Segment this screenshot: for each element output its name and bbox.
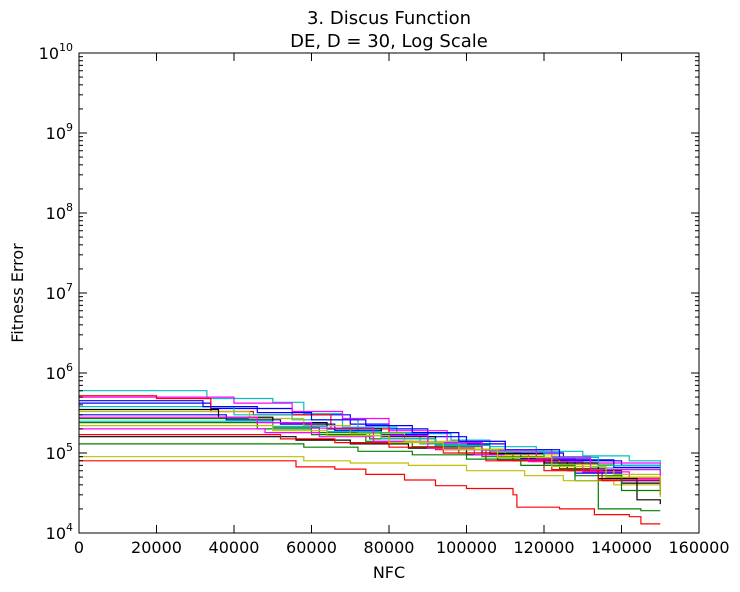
y-tick-label: 109 xyxy=(46,121,73,143)
series-line-1 xyxy=(79,390,661,463)
y-tick-label: 1010 xyxy=(39,41,73,63)
x-tick-label: 40000 xyxy=(209,538,260,557)
x-tick-label: 80000 xyxy=(364,538,415,557)
x-tick-label: 120000 xyxy=(513,538,574,557)
y-axis: 104 105 106 107 108 109 1010 xyxy=(39,41,699,543)
chart-title-line2: DE, D = 30, Log Scale xyxy=(290,31,488,52)
series-line-6 xyxy=(79,456,661,487)
y-axis-label: Fitness Error xyxy=(8,243,27,343)
series-line-13 xyxy=(79,410,661,478)
x-tick-label: 160000 xyxy=(668,538,729,557)
x-axis-label: NFC xyxy=(373,563,405,582)
y-tick-label: 104 xyxy=(46,521,73,543)
y-tick-label: 105 xyxy=(46,441,73,463)
series-layer xyxy=(79,390,661,525)
y-tick-label: 107 xyxy=(46,281,73,303)
x-tick-label: 60000 xyxy=(286,538,337,557)
y-tick-label: 106 xyxy=(46,361,73,383)
series-line-5 xyxy=(79,396,661,465)
series-line-20 xyxy=(79,425,661,498)
series-line-16 xyxy=(79,400,661,468)
series-line-17 xyxy=(79,443,661,493)
x-tick-label: 0 xyxy=(74,538,84,557)
series-line-19 xyxy=(79,416,661,476)
series-line-12 xyxy=(79,428,661,482)
x-tick-label: 20000 xyxy=(131,538,182,557)
chart-title-line1: 3. Discus Function xyxy=(307,8,471,29)
x-tick-label: 140000 xyxy=(591,538,652,557)
series-line-2 xyxy=(79,460,661,525)
x-tick-label: 100000 xyxy=(436,538,497,557)
y-tick-label: 108 xyxy=(46,201,73,223)
x-axis: 0 20000 40000 60000 80000 100000 120000 140000 1… xyxy=(74,53,730,557)
